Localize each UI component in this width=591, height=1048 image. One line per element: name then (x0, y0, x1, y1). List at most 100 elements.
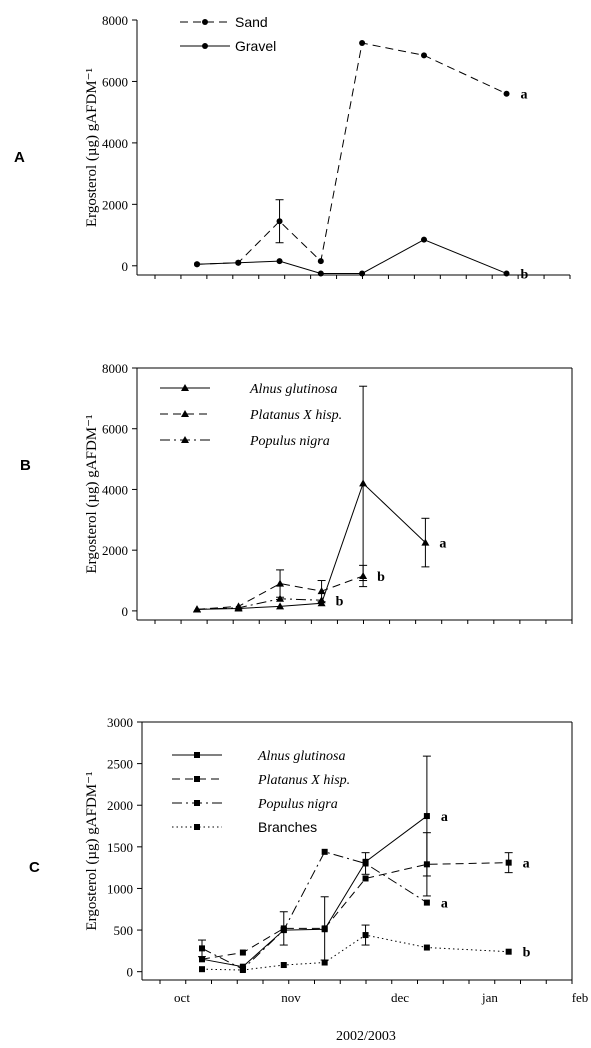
y-axis-title: Ergosterol (µg) gAFDM⁻¹ (84, 414, 100, 573)
data-point (503, 90, 510, 97)
data-point (359, 571, 368, 579)
data-point (505, 948, 512, 955)
series-line (196, 239, 507, 274)
series-line (196, 575, 364, 610)
data-point (181, 384, 189, 391)
panel-letter-a: A (14, 149, 25, 166)
y-tick-label: 4000 (102, 136, 128, 151)
y-tick-label: 2000 (107, 798, 133, 813)
y-tick-label: 2000 (102, 543, 128, 558)
data-point (239, 967, 246, 974)
data-point (362, 875, 369, 882)
y-tick-label: 1000 (107, 881, 133, 896)
data-point (317, 587, 326, 595)
data-point (276, 602, 285, 610)
data-point (362, 860, 369, 867)
data-point (193, 605, 201, 613)
y-tick-label: 8000 (102, 361, 128, 376)
data-point (194, 776, 200, 782)
x-tick-label: nov (281, 990, 301, 1005)
data-point (317, 258, 324, 265)
y-axis-title: Ergosterol (µg) gAFDM⁻¹ (84, 771, 100, 930)
significance-label: a (521, 88, 528, 103)
data-point (362, 932, 369, 939)
series-line (201, 851, 428, 970)
data-point (202, 19, 208, 25)
legend-label: Branches (258, 819, 317, 835)
significance-label: b (377, 570, 385, 585)
series-line (201, 862, 509, 960)
series-gravel: b (194, 236, 529, 282)
y-tick-label: 8000 (102, 13, 128, 28)
series-sand: a (194, 40, 528, 268)
y-tick-label: 2000 (102, 197, 128, 212)
series-platanus-x-hisp-: a (199, 832, 530, 963)
series-line (201, 934, 509, 971)
x-tick-label: jan (481, 990, 498, 1005)
y-axis-title: Ergosterol (µg) gAFDM⁻¹ (84, 68, 100, 227)
x-tick-label: dec (391, 990, 409, 1005)
data-point (235, 259, 242, 266)
data-point (505, 859, 512, 866)
data-point (317, 270, 324, 277)
data-point (321, 848, 328, 855)
legend-label: Alnus glutinosa (257, 749, 346, 764)
data-point (317, 596, 326, 604)
data-point (420, 52, 427, 59)
legend-label: Platanus X hisp. (249, 408, 342, 423)
data-point (276, 579, 285, 587)
data-point (181, 436, 189, 443)
data-point (194, 261, 200, 268)
series-line (196, 42, 507, 265)
data-point (234, 603, 243, 611)
legend-label: Sand (235, 14, 268, 30)
data-point (321, 959, 328, 966)
data-point (359, 270, 366, 277)
data-point (423, 899, 430, 906)
data-point (276, 594, 285, 602)
data-point (503, 270, 510, 277)
significance-label: a (441, 810, 448, 825)
data-point (194, 752, 200, 758)
data-point (280, 927, 287, 934)
panel-b: B 0 2000 4000 6000 8000 Ergosterol (µg) gAFDM… (20, 361, 573, 624)
panel-a: A 0 2000 4000 6000 8000 Ergosterol (µg) gAFDM… (14, 13, 571, 282)
y-tick-label: 0 (122, 259, 129, 274)
y-tick-label: 0 (122, 604, 129, 619)
data-point (199, 966, 205, 973)
legend-label: Populus nigra (249, 434, 330, 449)
series-line (201, 815, 428, 968)
y-tick-label: 500 (114, 923, 134, 938)
data-point (359, 40, 366, 47)
data-point (421, 538, 430, 546)
x-axis-title: 2002/2003 (336, 1029, 396, 1044)
legend-label: Platanus X hisp. (257, 773, 350, 788)
significance-label: b (521, 267, 529, 282)
series-branches: b (199, 924, 531, 974)
y-tick-label: 4000 (102, 482, 128, 497)
data-point (321, 925, 328, 932)
data-point (276, 258, 283, 265)
y-tick-label: 1500 (107, 840, 133, 855)
data-point (423, 813, 430, 820)
x-tick-label: oct (174, 990, 190, 1005)
data-point (194, 824, 200, 830)
significance-label: b (336, 594, 344, 609)
significance-label: a (523, 857, 530, 872)
y-tick-label: 2500 (107, 757, 133, 772)
data-point (181, 410, 189, 417)
data-point (280, 962, 287, 969)
y-tick-label: 6000 (102, 422, 128, 437)
significance-label: b (523, 946, 531, 961)
significance-label: a (439, 537, 446, 552)
legend-label: Populus nigra (257, 797, 338, 812)
data-point (420, 236, 427, 243)
data-point (359, 479, 368, 487)
data-point (199, 956, 205, 963)
panel-letter-c: C (29, 859, 40, 876)
data-point (423, 944, 430, 951)
legend-label: Gravel (235, 38, 276, 54)
series-alnus-glutinosa: a (199, 755, 448, 970)
series-populus-nigra: b (193, 594, 344, 613)
